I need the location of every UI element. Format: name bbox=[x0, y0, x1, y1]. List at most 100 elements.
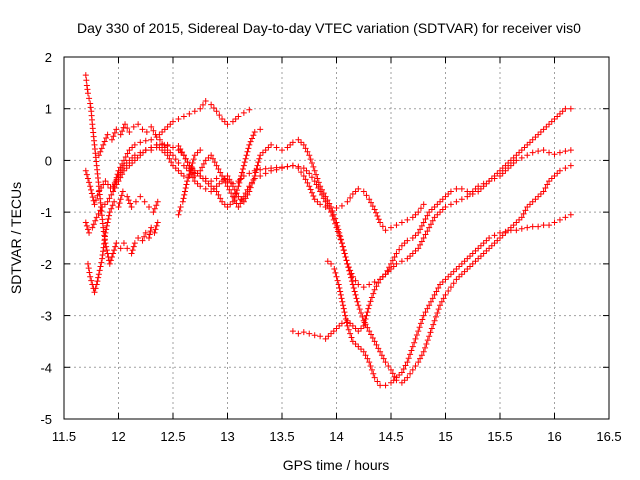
data-point-trace bbox=[494, 170, 501, 177]
data-point bbox=[491, 240, 498, 247]
data-point-trace bbox=[419, 316, 426, 323]
data-point-trace bbox=[445, 273, 452, 280]
data-point bbox=[420, 219, 427, 226]
data-point bbox=[524, 152, 531, 159]
data-point-trace bbox=[384, 267, 391, 274]
data-point bbox=[360, 284, 367, 291]
data-point-trace bbox=[249, 179, 256, 186]
data-point-trace bbox=[424, 337, 431, 344]
data-point bbox=[300, 141, 307, 148]
data-point-trace bbox=[125, 197, 132, 204]
data-point bbox=[273, 144, 280, 151]
data-point bbox=[447, 188, 454, 195]
data-point-trace bbox=[166, 155, 173, 162]
data-point bbox=[458, 260, 465, 267]
data-point bbox=[197, 172, 204, 179]
data-point-trace bbox=[330, 211, 337, 218]
data-point bbox=[366, 328, 373, 335]
data-point bbox=[106, 209, 113, 216]
data-point bbox=[458, 185, 465, 192]
data-point bbox=[398, 258, 405, 265]
data-point-trace bbox=[368, 331, 375, 338]
data-point bbox=[366, 196, 373, 203]
data-point-trace bbox=[244, 148, 251, 155]
data-point bbox=[289, 328, 296, 335]
data-point-trace bbox=[427, 221, 434, 228]
data-point bbox=[202, 185, 209, 192]
data-point-trace bbox=[179, 149, 186, 156]
data-point-trace bbox=[521, 144, 528, 151]
data-point-trace bbox=[345, 326, 352, 333]
data-point bbox=[317, 333, 324, 340]
data-point-trace bbox=[494, 237, 501, 244]
data-point-trace bbox=[361, 319, 368, 326]
data-point-trace bbox=[342, 316, 349, 323]
data-point-trace bbox=[298, 169, 305, 176]
data-point-trace bbox=[433, 288, 440, 295]
data-point-trace bbox=[544, 181, 551, 188]
data-point-trace bbox=[537, 191, 544, 198]
data-point-trace bbox=[368, 294, 375, 301]
data-point-trace bbox=[245, 145, 252, 152]
data-point-trace bbox=[412, 335, 419, 342]
data-point bbox=[102, 229, 109, 236]
data-point bbox=[426, 224, 433, 231]
data-point bbox=[371, 338, 378, 345]
data-point bbox=[246, 170, 253, 177]
data-point-trace bbox=[428, 206, 435, 213]
data-point bbox=[251, 175, 258, 182]
data-point-trace bbox=[97, 207, 104, 214]
data-point bbox=[366, 359, 373, 366]
data-point-trace bbox=[337, 288, 344, 295]
data-point bbox=[393, 260, 400, 267]
data-point-trace bbox=[370, 370, 377, 377]
data-point-trace bbox=[400, 366, 407, 373]
data-point-trace bbox=[130, 243, 137, 250]
data-point-trace bbox=[363, 192, 370, 199]
data-point bbox=[95, 152, 102, 159]
data-point bbox=[344, 260, 351, 267]
data-point bbox=[311, 178, 318, 185]
data-point bbox=[567, 147, 574, 154]
data-point-trace bbox=[375, 216, 382, 223]
data-point-trace bbox=[373, 283, 380, 290]
data-point bbox=[442, 276, 449, 283]
data-point bbox=[388, 266, 394, 273]
data-point bbox=[229, 193, 236, 200]
data-point-trace bbox=[210, 185, 217, 192]
data-point bbox=[328, 209, 335, 216]
data-point-trace bbox=[190, 156, 197, 163]
data-point bbox=[328, 260, 335, 267]
data-point-trace bbox=[308, 160, 315, 167]
x-tick-label: 12 bbox=[111, 429, 125, 444]
data-point-trace bbox=[367, 298, 374, 305]
data-point-trace bbox=[97, 148, 104, 155]
data-point-trace bbox=[95, 274, 102, 281]
data-point bbox=[235, 193, 242, 200]
data-point-trace bbox=[375, 345, 382, 352]
data-point-trace bbox=[424, 305, 431, 312]
data-point-trace bbox=[181, 191, 188, 198]
data-point bbox=[104, 250, 111, 257]
data-point bbox=[333, 219, 340, 226]
data-point bbox=[426, 333, 433, 340]
data-point bbox=[447, 271, 454, 278]
data-point bbox=[426, 209, 433, 216]
data-point bbox=[110, 188, 117, 195]
data-point bbox=[404, 216, 411, 223]
data-point-trace bbox=[217, 195, 224, 202]
data-point-trace bbox=[407, 351, 414, 358]
data-point-trace bbox=[228, 190, 235, 197]
data-point bbox=[131, 157, 138, 164]
data-point bbox=[497, 235, 503, 241]
data-point bbox=[262, 147, 269, 154]
data-point-trace bbox=[423, 341, 430, 348]
data-point bbox=[333, 325, 340, 332]
data-point bbox=[324, 258, 331, 265]
data-point bbox=[524, 224, 531, 231]
data-point-trace bbox=[417, 355, 424, 362]
data-point-trace bbox=[467, 263, 474, 270]
data-point bbox=[409, 250, 416, 257]
data-point-trace bbox=[537, 128, 544, 135]
